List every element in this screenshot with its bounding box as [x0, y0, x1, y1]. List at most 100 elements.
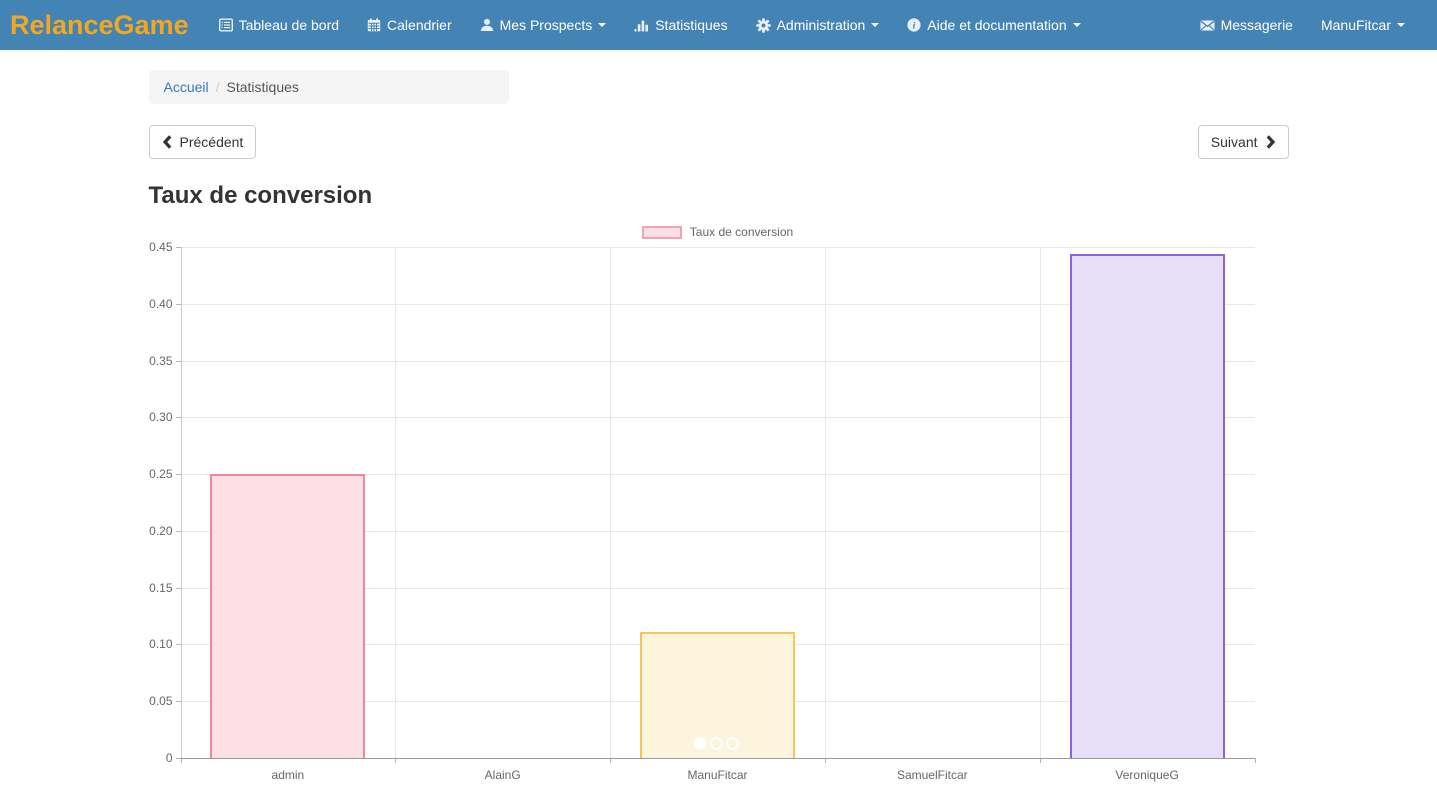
breadcrumb-current: Statistiques — [226, 79, 299, 95]
previous-button[interactable]: Précédent — [148, 125, 257, 159]
pager: Précédent Suivant — [148, 125, 1289, 159]
chart-plot-area — [175, 247, 1256, 763]
caret-down-icon — [1072, 23, 1081, 27]
chart-legend[interactable]: Taux de conversion — [181, 225, 1255, 239]
y-axis-tick — [175, 758, 181, 759]
nav-item-administration[interactable]: Administration — [742, 0, 894, 50]
breadcrumb-link-accueil[interactable]: Accueil — [163, 79, 209, 95]
brand-logo[interactable]: RelanceGame — [10, 10, 189, 40]
nav-item-tableau-de-bord[interactable]: Tableau de bord — [205, 0, 353, 50]
caret-down-icon — [598, 23, 607, 27]
gridline-horizontal — [180, 303, 1255, 305]
previous-button-label: Précédent — [179, 134, 244, 150]
y-axis-tick — [175, 474, 181, 476]
y-axis-line — [180, 247, 182, 758]
x-axis-category-label: AlainG — [484, 768, 521, 782]
next-button-label: Suivant — [1210, 134, 1258, 150]
chevron-left-icon — [162, 135, 172, 149]
y-axis-tick-label: 0.40 — [149, 296, 173, 311]
main-container: Accueil / Statistiques Précédent Suivant T… — [148, 70, 1289, 792]
y-axis-tick — [175, 530, 181, 532]
x-axis-tick — [824, 758, 826, 763]
nav-item-calendrier[interactable]: Calendrier — [353, 0, 466, 50]
y-axis-tick — [175, 247, 181, 248]
bar-admin[interactable] — [210, 474, 366, 758]
x-axis-category-label: admin — [271, 768, 305, 782]
gridline-vertical — [824, 247, 826, 758]
gridline-vertical — [395, 247, 397, 758]
y-axis-tick-label: 0.15 — [149, 580, 173, 595]
nav-item-manufitcar[interactable]: ManuFitcar — [1307, 0, 1419, 50]
y-axis-tick — [175, 587, 181, 589]
gridline-horizontal — [180, 247, 1255, 248]
carousel-dot[interactable] — [693, 737, 707, 750]
conversion-rate-chart: Taux de conversion 0 0.05 0.10 0.15 0.20 0.25… — [149, 218, 1289, 792]
navbar-items-right: Messagerie ManuFitcar — [1186, 0, 1437, 50]
y-axis-tick — [175, 644, 181, 646]
breadcrumb-separator: / — [215, 79, 220, 95]
y-axis-tick-label: 0.10 — [149, 637, 173, 652]
chevron-right-icon — [1266, 135, 1276, 149]
y-axis-tick-label: 0.05 — [149, 694, 173, 709]
nav-item-label: Tableau de bord — [238, 17, 340, 33]
gridline-horizontal — [180, 587, 1255, 589]
navbar-items-left: Tableau de bord Calendrier Mes Prospects St… — [205, 0, 1095, 50]
gridline-horizontal — [180, 360, 1255, 362]
x-axis-category-label: ManuFitcar — [687, 768, 748, 782]
legend-swatch — [641, 225, 682, 239]
nav-item-label: ManuFitcar — [1320, 17, 1391, 33]
nav-item-aide-et-documentation[interactable]: i Aide et documentation — [893, 0, 1094, 50]
nav-item-mes-prospects[interactable]: Mes Prospects — [466, 0, 621, 50]
x-axis-tick — [1039, 758, 1041, 763]
gear-icon — [755, 17, 771, 33]
y-axis-tick-label: 0.45 — [149, 240, 173, 254]
y-axis-tick-label: 0.30 — [149, 410, 173, 425]
next-button[interactable]: Suivant — [1197, 125, 1289, 159]
nav-item-messagerie[interactable]: Messagerie — [1186, 0, 1307, 50]
bar-veroniqueg[interactable] — [1069, 253, 1225, 758]
top-navbar: RelanceGame Tableau de bord Calendrier Mes… — [0, 0, 1437, 50]
y-axis-tick-label: 0.20 — [149, 523, 173, 538]
gridline-horizontal — [180, 530, 1255, 532]
nav-item-label: Statistiques — [655, 17, 728, 33]
y-axis-tick — [175, 360, 181, 362]
breadcrumb: Accueil / Statistiques — [148, 70, 509, 104]
y-axis-tick — [175, 303, 181, 305]
x-axis-category-label: VeroniqueG — [1115, 768, 1179, 782]
page-title: Taux de conversion — [148, 182, 373, 209]
user-icon — [480, 18, 494, 32]
info-icon: i — [907, 18, 921, 32]
stats-icon — [634, 18, 649, 32]
nav-item-label: Aide et documentation — [927, 17, 1067, 33]
y-axis-tick-label: 0.35 — [149, 353, 173, 368]
carousel-dot[interactable] — [725, 737, 739, 750]
gridline-vertical — [610, 247, 612, 758]
x-axis-tick — [1254, 758, 1256, 763]
svg-text:i: i — [913, 21, 916, 31]
gridline-vertical — [1039, 247, 1041, 758]
x-axis-category-label: SamuelFitcar — [896, 768, 968, 782]
gridline-horizontal — [180, 474, 1255, 476]
x-axis-tick — [180, 758, 182, 763]
caret-down-icon — [871, 23, 880, 27]
x-axis-tick — [610, 758, 612, 763]
gridline-horizontal — [180, 417, 1255, 419]
carousel-dots — [693, 737, 739, 750]
legend-label: Taux de conversion — [689, 225, 794, 239]
carousel-dot[interactable] — [709, 737, 723, 750]
nav-item-label: Messagerie — [1220, 17, 1293, 33]
nav-item-label: Calendrier — [387, 17, 452, 33]
nav-item-label: Administration — [776, 17, 866, 33]
nav-item-statistiques[interactable]: Statistiques — [620, 0, 741, 50]
dashboard-icon — [218, 18, 233, 32]
caret-down-icon — [1397, 23, 1405, 27]
nav-item-label: Mes Prospects — [499, 17, 593, 33]
y-axis-tick — [175, 701, 181, 703]
calendar-icon — [367, 18, 381, 32]
y-axis-tick-label: 0 — [165, 751, 173, 765]
x-axis-line — [180, 758, 1255, 759]
envelope-icon — [1200, 19, 1215, 32]
y-axis-tick-label: 0.25 — [149, 467, 173, 482]
y-axis-tick — [175, 417, 181, 419]
x-axis-tick — [395, 758, 397, 763]
